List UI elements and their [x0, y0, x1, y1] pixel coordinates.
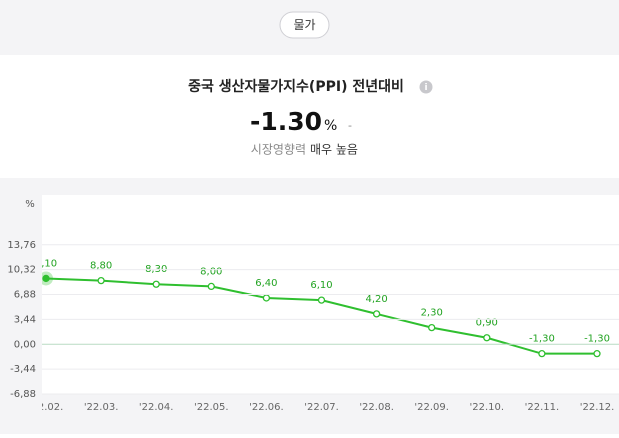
data-point — [372, 310, 381, 318]
data-point — [207, 282, 215, 291]
data-label: 6,10 — [310, 280, 332, 291]
data-label: 2,30 — [421, 308, 443, 319]
data-point — [262, 294, 271, 302]
plot-content: '22.02. '22.03. '22.04. '22.05. '22.06. '22.0… — [29, 258, 615, 413]
x-tick-label: '22.02. — [29, 402, 64, 413]
data-point — [42, 274, 50, 283]
data-label: 6,40 — [255, 278, 277, 289]
y-tick-label: 0,00 — [14, 339, 36, 350]
data-point — [593, 350, 601, 358]
data-label: 8,80 — [90, 261, 112, 272]
indicator-title: 중국 생산자물가지수(PPI) 전년대비 — [188, 78, 404, 95]
data-point — [428, 323, 436, 332]
data-point — [483, 334, 491, 342]
data-label: 8,00 — [200, 266, 222, 277]
indicator-unit: % — [324, 118, 337, 134]
x-tick-label: '22.03. — [84, 402, 119, 413]
category-button-label[interactable]: 물가 — [293, 18, 315, 32]
y-tick-label: 6,88 — [14, 290, 36, 301]
x-tick-label: '22.04. — [139, 402, 174, 413]
y-tick-label: 3,44 — [14, 314, 36, 325]
impact-label: 시장영향력 — [251, 143, 306, 157]
x-tick-label: '22.12. — [580, 402, 615, 413]
y-axis-unit: % — [25, 199, 35, 210]
x-tick-label: '22.11. — [525, 402, 560, 413]
data-label: 9,10 — [35, 258, 57, 269]
x-tick-label: '22.05. — [194, 402, 229, 413]
indicator-value: -1.30 — [250, 107, 322, 136]
category-button[interactable] — [279, 11, 330, 39]
y-tick-label: 13,76 — [7, 240, 36, 251]
indicator-change: - — [348, 119, 352, 132]
impact-level: 매우 높음 — [310, 143, 358, 157]
data-label: -1,30 — [584, 334, 610, 345]
info-icon-glyph: i — [424, 83, 427, 93]
data-label: 0,90 — [476, 318, 498, 329]
data-label: -1,30 — [529, 334, 555, 345]
x-tick-label: '22.06. — [249, 402, 284, 413]
data-point — [538, 350, 546, 358]
x-tick-label: '22.07. — [304, 402, 339, 413]
data-point — [317, 296, 326, 304]
summary-panel — [0, 55, 619, 178]
x-tick-label: '22.10. — [470, 402, 505, 413]
data-point — [97, 276, 105, 285]
y-tick-label: -6,88 — [10, 389, 36, 400]
info-icon[interactable] — [419, 80, 433, 94]
x-tick-label: '22.09. — [414, 402, 449, 413]
y-tick-label: -3,44 — [10, 364, 36, 375]
y-tick-label: 10,32 — [7, 265, 36, 276]
data-label: 4,20 — [365, 294, 387, 305]
x-tick-label: '22.08. — [359, 402, 394, 413]
data-point — [152, 280, 160, 288]
